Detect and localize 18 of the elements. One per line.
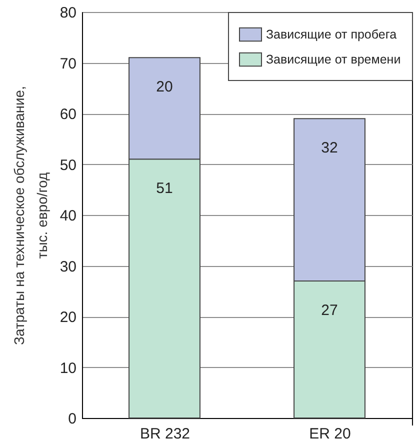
y-tick-label: 40 <box>60 208 76 224</box>
x-tick-label: ER 20 <box>309 426 351 442</box>
data-label: 32 <box>321 140 338 157</box>
y-tick-label: 10 <box>60 360 76 377</box>
data-label: 20 <box>156 78 173 96</box>
legend-label: Зависящие от времени <box>266 52 401 66</box>
y-tick-label: 50 <box>60 156 76 174</box>
y-tick-label: 30 <box>60 258 76 276</box>
legend-label: Зависящие от пробега <box>266 28 397 42</box>
y-tick-label: 0 <box>68 410 76 428</box>
y-tick-label: 60 <box>60 106 76 123</box>
y-tick-label: 80 <box>60 4 76 22</box>
y-tick-label: 20 <box>60 309 76 326</box>
x-tick-label: BR 232 <box>140 426 190 442</box>
y-axis-title: Затраты на техническое обслуживание, тыс. евро/год <box>10 86 50 345</box>
y-tick-label: 70 <box>60 55 76 72</box>
data-label: 27 <box>321 302 338 319</box>
data-label: 51 <box>156 180 173 198</box>
